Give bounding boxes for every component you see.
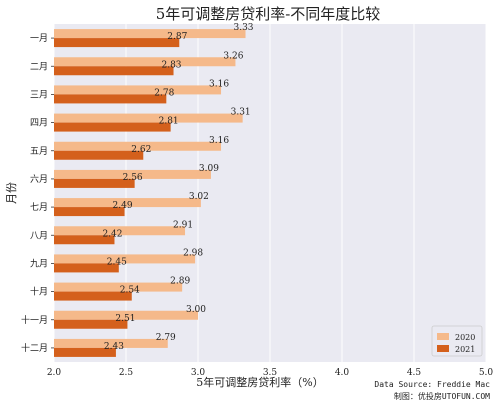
data-label-layer: 3.33 2.87 3.26 2.83 3.16 2.78 3.31 2.81 3.16 2.62… bbox=[102, 23, 253, 352]
chart-title: 5年可调整房贷利率-不同年度比较 bbox=[156, 5, 381, 23]
data-label-2021-6: 2.56 bbox=[123, 173, 143, 183]
x-tick-labels: 2.0 2.5 3.0 3.5 4.0 4.5 5.0 bbox=[47, 368, 494, 378]
data-source-note: Data Source: Freddie Mac bbox=[374, 380, 490, 389]
data-label-2021-8: 2.42 bbox=[102, 229, 122, 239]
bar-2021-9 bbox=[54, 263, 119, 273]
data-label-2020-8: 2.91 bbox=[173, 220, 193, 230]
data-label-2020-4: 3.31 bbox=[231, 108, 251, 118]
bar-2020-5 bbox=[54, 141, 222, 151]
legend-label-2020: 2020 bbox=[455, 333, 475, 342]
data-label-2021-1: 2.87 bbox=[167, 32, 187, 42]
data-label-2020-6: 3.09 bbox=[199, 164, 219, 174]
bar-2021-10 bbox=[54, 291, 132, 301]
data-label-2020-9: 2.98 bbox=[183, 248, 203, 258]
data-label-2020-11: 3.00 bbox=[186, 305, 206, 315]
x-tick-label: 3.5 bbox=[263, 368, 278, 378]
data-label-2021-11: 2.51 bbox=[115, 314, 135, 324]
data-label-2021-4: 2.81 bbox=[159, 117, 179, 127]
legend: 2020 2021 bbox=[431, 325, 483, 357]
bar-2021-2 bbox=[54, 66, 174, 76]
chart-credit-note: 制图：优投房UTOFUN.COM bbox=[394, 391, 490, 401]
y-tick-label: 二月 bbox=[30, 61, 48, 72]
bar-2021-7 bbox=[54, 207, 125, 217]
x-tick-label: 2.5 bbox=[119, 368, 134, 378]
y-tick-label: 一月 bbox=[30, 33, 48, 44]
y-tick-label: 三月 bbox=[30, 89, 48, 100]
data-label-2021-5: 2.62 bbox=[131, 145, 151, 155]
data-label-2021-3: 2.78 bbox=[154, 88, 174, 98]
x-tick-label: 3.0 bbox=[191, 368, 206, 378]
data-label-2021-10: 2.54 bbox=[120, 286, 140, 296]
y-tick-label: 九月 bbox=[30, 258, 48, 269]
bar-2021-12 bbox=[54, 347, 116, 357]
data-label-2020-2: 3.26 bbox=[223, 51, 243, 61]
data-label-2021-2: 2.83 bbox=[161, 60, 181, 70]
bar-layer bbox=[54, 29, 246, 357]
data-label-2020-10: 2.89 bbox=[170, 277, 190, 287]
bar-2020-8 bbox=[54, 226, 186, 236]
x-tick-label: 4.5 bbox=[407, 368, 422, 378]
y-tick-label: 五月 bbox=[30, 146, 48, 157]
bar-2021-5 bbox=[54, 150, 144, 160]
bar-2021-8 bbox=[54, 235, 115, 245]
bar-2020-1 bbox=[54, 29, 246, 39]
grid-layer bbox=[53, 24, 487, 362]
bar-2020-11 bbox=[54, 310, 198, 320]
bar-2021-4 bbox=[54, 122, 171, 132]
bar-2020-6 bbox=[54, 169, 211, 179]
y-tick-label: 十一月 bbox=[21, 314, 48, 326]
x-tick-label: 4.0 bbox=[335, 368, 350, 378]
data-label-2020-12: 2.79 bbox=[156, 333, 176, 343]
data-label-2021-12: 2.43 bbox=[104, 342, 124, 352]
y-axis-label: 月份 bbox=[5, 182, 18, 204]
bar-2020-9 bbox=[54, 254, 196, 264]
bar-2020-7 bbox=[54, 198, 201, 208]
bar-2021-1 bbox=[54, 38, 180, 48]
legend-swatch-2021 bbox=[437, 345, 449, 352]
bar-2020-12 bbox=[54, 338, 168, 348]
bar-2021-3 bbox=[54, 94, 167, 104]
data-label-2020-1: 3.33 bbox=[233, 23, 253, 33]
x-tick-label: 2.0 bbox=[47, 368, 62, 378]
data-label-2020-3: 3.16 bbox=[209, 79, 229, 89]
y-tick-label: 四月 bbox=[30, 118, 48, 129]
bar-2020-10 bbox=[54, 282, 183, 292]
data-label-2021-9: 2.45 bbox=[107, 257, 127, 267]
legend-swatch-2020 bbox=[437, 333, 449, 340]
bar-2021-6 bbox=[54, 178, 135, 188]
y-tick-label: 八月 bbox=[30, 230, 48, 241]
data-label-2020-5: 3.16 bbox=[209, 136, 229, 146]
data-label-2020-7: 3.02 bbox=[189, 192, 209, 202]
legend-label-2021: 2021 bbox=[455, 345, 475, 354]
y-tick-label: 七月 bbox=[30, 202, 48, 213]
bar-2021-11 bbox=[54, 319, 128, 329]
data-label-2021-7: 2.49 bbox=[113, 201, 133, 211]
bar-2020-3 bbox=[54, 85, 222, 95]
y-tick-label: 十二月 bbox=[21, 342, 48, 354]
y-tick-label: 六月 bbox=[30, 173, 48, 185]
y-tick-label: 十月 bbox=[30, 286, 48, 298]
bar-2020-4 bbox=[54, 113, 243, 123]
bar-2020-2 bbox=[54, 57, 236, 67]
x-tick-label: 5.0 bbox=[479, 368, 494, 378]
x-axis-label: 5年可调整房贷利率（%） bbox=[196, 375, 323, 389]
